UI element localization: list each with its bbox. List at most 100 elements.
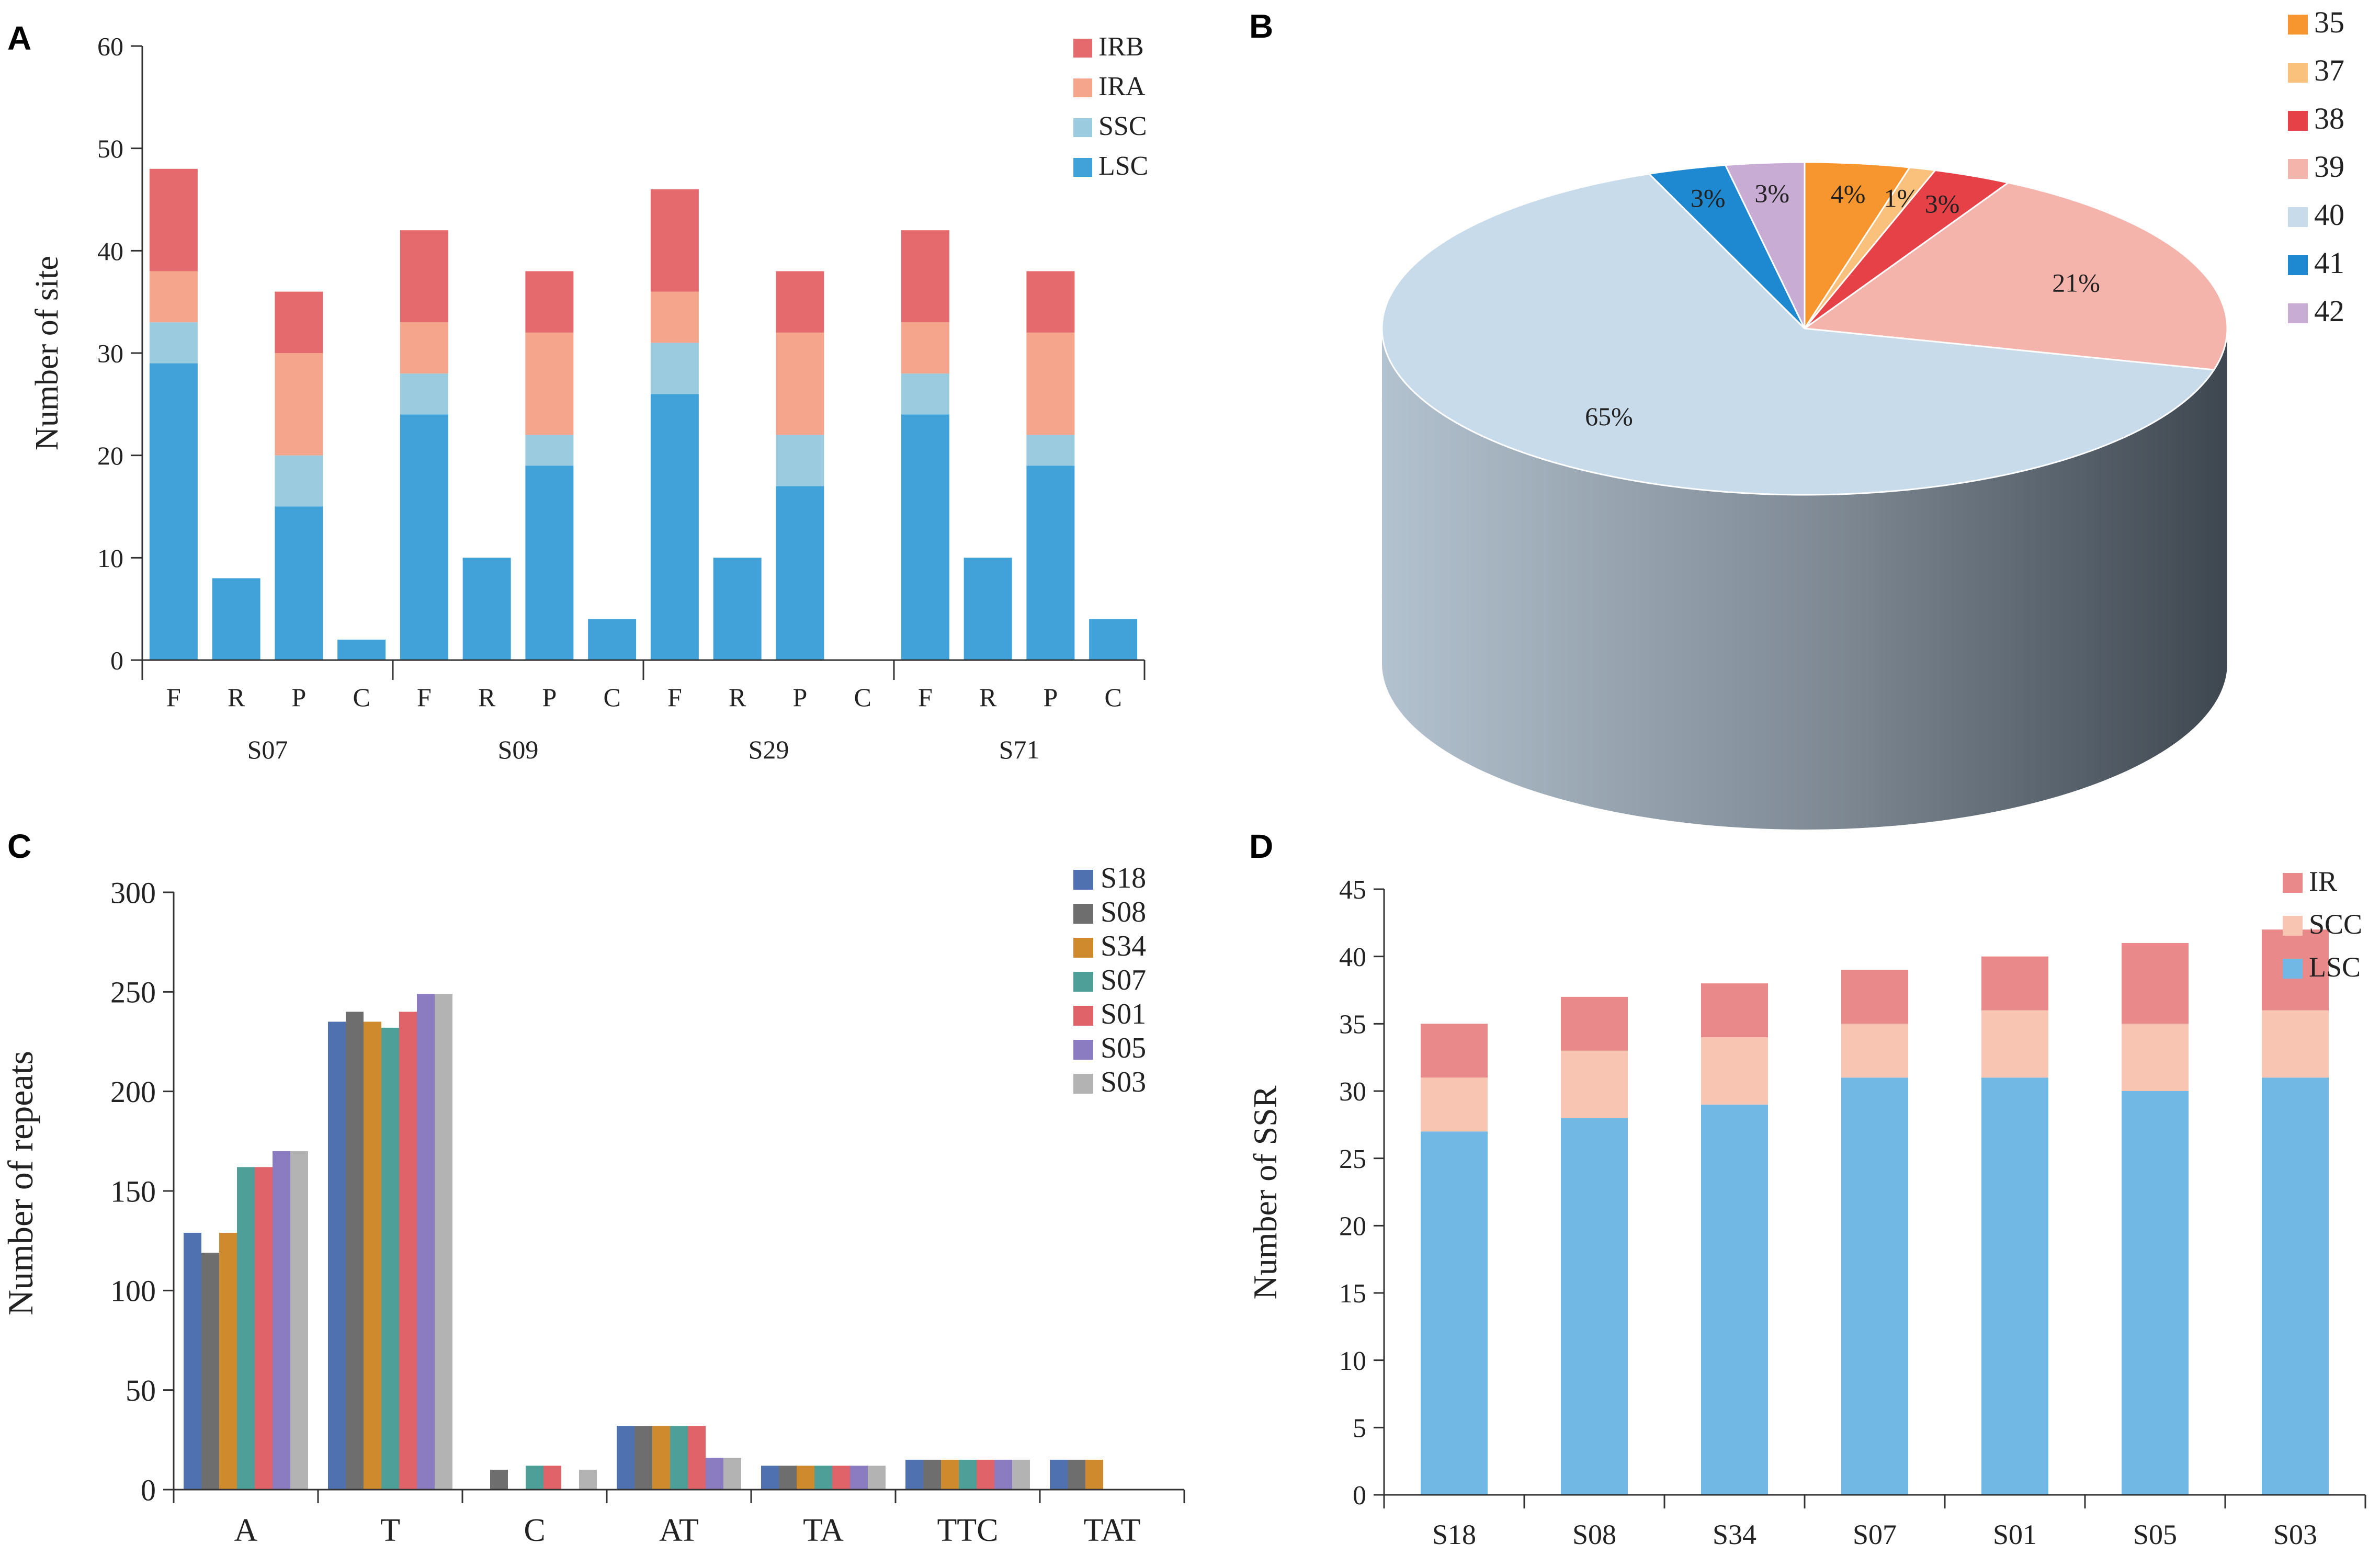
legend-label: SCC [2309, 909, 2362, 940]
x-category-label: F [918, 683, 933, 712]
y-tick-label: 100 [110, 1274, 156, 1308]
legend-swatch [1073, 1074, 1093, 1094]
pie-slice-label: 65% [1585, 402, 1633, 431]
bar-segment-ir [1841, 970, 1908, 1024]
legend-label: 39 [2314, 150, 2344, 184]
x-category-label: R [979, 683, 997, 712]
bar-s01 [255, 1167, 273, 1490]
bar-s18 [617, 1426, 634, 1490]
bar-segment-ssc [901, 373, 949, 415]
y-tick-label: 150 [110, 1174, 156, 1208]
x-category-label: S01 [1993, 1519, 2037, 1550]
bar-segment-lsc [212, 578, 260, 660]
y-tick-label: 25 [1339, 1144, 1366, 1174]
x-category-label: A [234, 1513, 258, 1548]
y-tick-label: 30 [1339, 1077, 1366, 1107]
x-category-label: C [353, 683, 370, 712]
x-category-label: P [291, 683, 306, 712]
bar-s05 [417, 994, 435, 1490]
bar-segment-ira [776, 332, 824, 435]
bar-segment-scc [1421, 1077, 1488, 1132]
bar-segment-ira [275, 353, 323, 456]
bar-segment-scc [1561, 1050, 1628, 1118]
x-category-label: C [1104, 683, 1121, 712]
panel-a-stacked-bar-chart: F R P C S07 F R P C S09 F R P C S29 F R P C S71 0 10 20 30 40 50 6… [29, 32, 1148, 765]
legend-swatch [2288, 303, 2308, 323]
legend-swatch [2288, 159, 2308, 179]
y-tick-label: 30 [97, 339, 123, 368]
bar-segment-irb [525, 271, 574, 333]
bar-segment-ir [2122, 943, 2189, 1024]
bar-segment-ira [400, 322, 448, 374]
y-axis-title: Number of SSR [1246, 1085, 1284, 1299]
bar-s07 [237, 1167, 255, 1490]
bar-segment-ssc [149, 322, 198, 364]
bar-s34 [797, 1466, 814, 1490]
y-tick-label: 15 [1339, 1279, 1366, 1309]
y-tick-label: 20 [97, 441, 123, 470]
x-category-label: TAT [1084, 1513, 1141, 1548]
legend-label: S34 [1101, 930, 1146, 962]
legend-label: S05 [1101, 1032, 1146, 1064]
pie-slice-40 [1381, 173, 2216, 496]
x-group-label: S29 [749, 735, 789, 764]
legend-swatch [2288, 15, 2308, 35]
bar-segment-lsc [149, 363, 198, 660]
bar-segment-ir [1701, 983, 1768, 1038]
bar-segment-ssc [525, 435, 574, 466]
bar-segment-lsc [713, 558, 762, 660]
panel-letter-c: C [7, 827, 31, 865]
y-tick-label: 0 [1353, 1481, 1366, 1511]
bar-s03 [868, 1466, 886, 1490]
legend-label: SSC [1098, 111, 1147, 141]
legend-label: S18 [1101, 862, 1146, 894]
pie-slice-label: 3% [1754, 178, 1789, 208]
bar-s08 [923, 1459, 941, 1490]
bar-s07 [526, 1466, 543, 1490]
x-category-label: S05 [2133, 1519, 2177, 1550]
panel-letter-d: D [1249, 827, 1273, 865]
bar-segment-ir [1421, 1024, 1488, 1078]
x-category-label: P [1043, 683, 1058, 712]
legend-label: 41 [2314, 246, 2344, 280]
x-category-label: R [729, 683, 746, 712]
bar-segment-lsc [1089, 619, 1138, 660]
legend-label: 35 [2314, 5, 2344, 39]
x-category-label: S07 [1853, 1519, 1897, 1550]
legend-label: S07 [1101, 964, 1146, 996]
x-category-label: R [478, 683, 496, 712]
x-group-label: S07 [247, 735, 288, 764]
y-tick-label: 200 [110, 1075, 156, 1109]
pie-slice-label: 3% [1691, 184, 1726, 213]
x-category-label: S34 [1713, 1519, 1756, 1550]
legend-swatch [1073, 118, 1092, 137]
y-tick-label: 300 [110, 876, 156, 910]
pie-slice-label: 3% [1925, 189, 1960, 219]
legend-label: S01 [1101, 998, 1146, 1030]
bar-segment-ir [1981, 956, 2048, 1011]
x-category-label: S03 [2273, 1519, 2317, 1550]
bar-segment-ira [1026, 332, 1075, 435]
bar-segment-scc [2262, 1010, 2329, 1078]
y-tick-label: 0 [141, 1473, 156, 1507]
bar-segment-irb [650, 189, 699, 292]
x-category-label: T [380, 1513, 400, 1548]
bar-s01 [977, 1459, 994, 1490]
bar-segment-irb [776, 271, 824, 333]
pie-slice-42 [1724, 161, 1806, 329]
legend-swatch [2288, 255, 2308, 275]
y-axis-title: Number of repeats [1, 1051, 40, 1315]
bar-segment-lsc [588, 619, 637, 660]
bar-segment-scc [1701, 1037, 1768, 1105]
y-tick-label: 60 [97, 32, 123, 61]
bar-s34 [364, 1021, 381, 1490]
bar-s03 [290, 1151, 308, 1490]
bar-segment-irb [901, 230, 949, 323]
bar-segment-ssc [1026, 435, 1075, 466]
bar-segment-lsc [2262, 1077, 2329, 1495]
x-group-label: S09 [498, 735, 539, 764]
y-tick-label: 45 [1339, 875, 1366, 905]
legend-swatch [2288, 63, 2308, 83]
